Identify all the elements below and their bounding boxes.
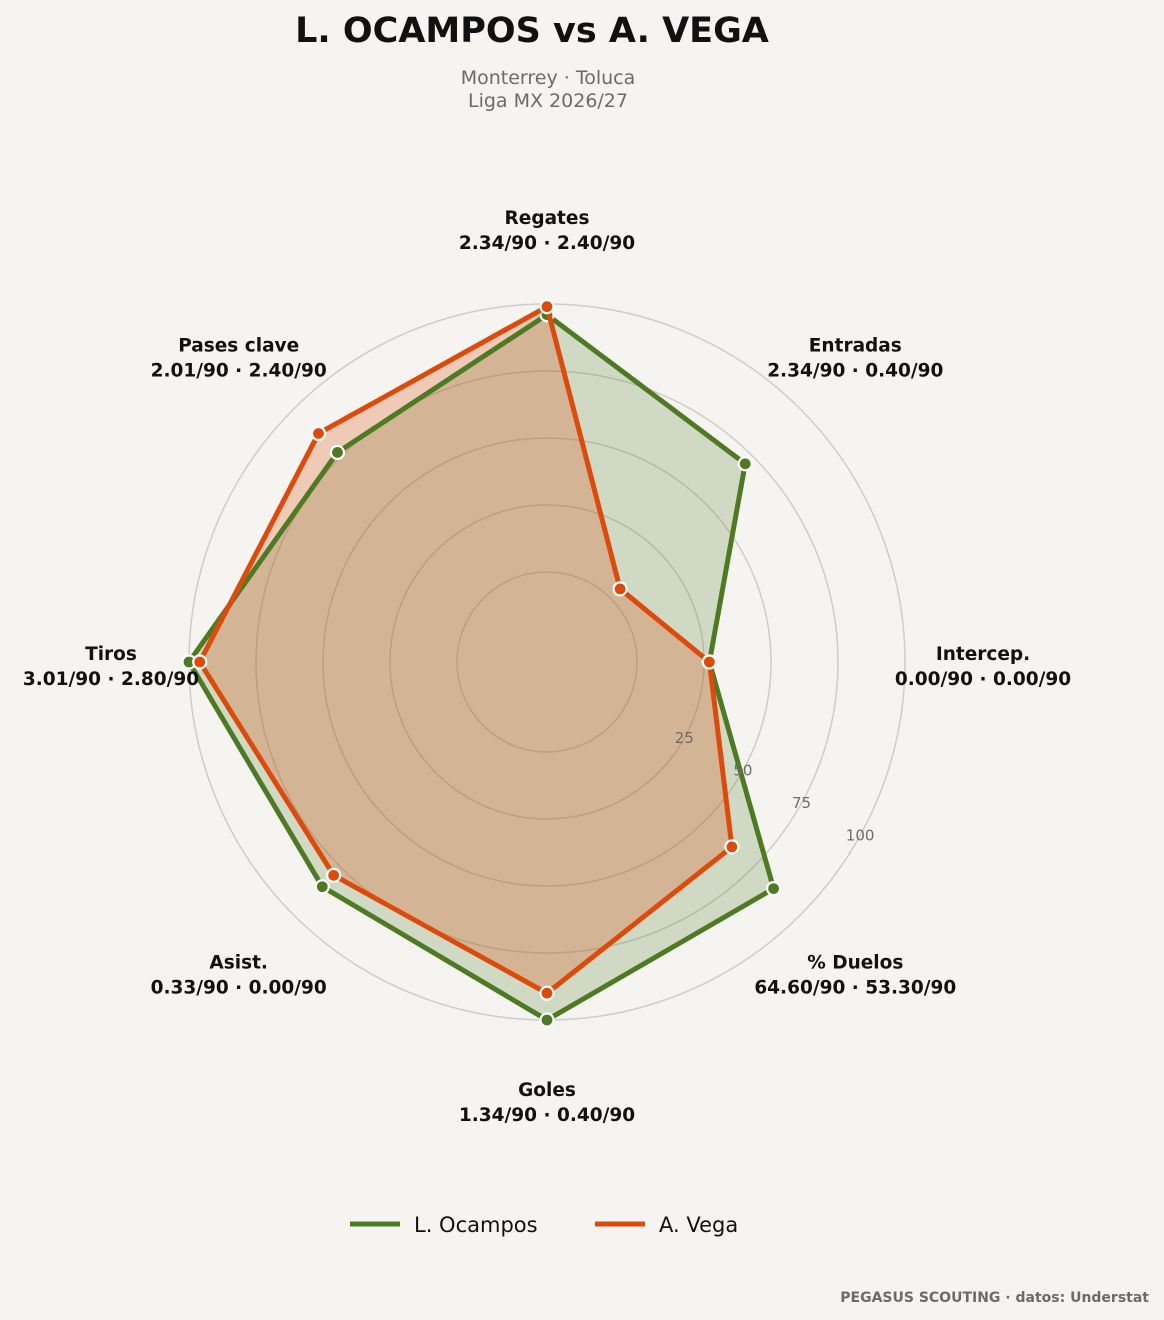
axis-labels: Regates 2.34/90 · 2.40/90 Entradas 2.34/90 … bbox=[23, 208, 1071, 1126]
axis-label-0: Regates bbox=[505, 208, 590, 229]
series-1-point-7 bbox=[310, 425, 327, 442]
legend-label-vega: A. Vega bbox=[659, 1213, 738, 1237]
legend: L. Ocampos A. Vega bbox=[350, 1213, 738, 1237]
axis-label-5: Asist. bbox=[209, 952, 268, 973]
axis-label-2: Intercep. bbox=[936, 644, 1030, 665]
axis-label-4: Goles bbox=[518, 1080, 576, 1101]
series-0-point-3 bbox=[766, 881, 782, 897]
radial-tick-50: 50 bbox=[733, 762, 752, 780]
legend-label-ocampos: L. Ocampos bbox=[414, 1213, 538, 1237]
radar-series bbox=[181, 299, 782, 1028]
axis-label-3: % Duelos bbox=[807, 952, 903, 973]
grid-ring-0 bbox=[456, 571, 638, 753]
axis-value-label-0: 2.34/90 · 2.40/90 bbox=[459, 233, 635, 254]
chart-subtitle-line1: Monterrey · Toluca bbox=[461, 67, 636, 89]
series-1-point-0 bbox=[539, 299, 555, 315]
grid-ring-3 bbox=[255, 370, 839, 954]
grid-ring-2 bbox=[322, 437, 772, 887]
axis-value-label-7: 2.01/90 · 2.40/90 bbox=[151, 361, 327, 382]
series-0-point-4 bbox=[539, 1012, 555, 1028]
radial-tick-labels: 25 50 75 100 bbox=[675, 729, 875, 844]
series-1-point-1 bbox=[612, 581, 628, 597]
series-1-point-4 bbox=[539, 985, 555, 1001]
series-1-point-3 bbox=[724, 839, 740, 855]
chart-title: L. OCAMPOS vs A. VEGA bbox=[295, 11, 769, 51]
axis-label-7: Pases clave bbox=[178, 336, 299, 357]
series-0-point-5 bbox=[314, 879, 330, 895]
chart-subtitle-line2: Liga MX 2026/27 bbox=[468, 90, 628, 112]
series-0-point-1 bbox=[737, 456, 753, 472]
series-area-1 bbox=[199, 306, 732, 994]
axis-value-label-3: 64.60/90 · 53.30/90 bbox=[754, 977, 956, 998]
axis-value-label-4: 1.34/90 · 0.40/90 bbox=[459, 1105, 635, 1126]
radial-tick-100: 100 bbox=[846, 827, 875, 845]
radial-tick-25: 25 bbox=[675, 729, 694, 747]
axis-label-1: Entradas bbox=[809, 336, 902, 357]
series-1-point-5 bbox=[326, 867, 342, 883]
series-1-point-6 bbox=[192, 654, 208, 670]
series-area-0 bbox=[189, 314, 774, 1020]
axis-value-label-2: 0.00/90 · 0.00/90 bbox=[895, 669, 1071, 690]
axis-value-label-5: 0.33/90 · 0.00/90 bbox=[151, 977, 327, 998]
axis-label-6: Tiros bbox=[85, 644, 137, 665]
axis-value-label-6: 3.01/90 · 2.80/90 bbox=[23, 669, 199, 690]
series-0-point-7 bbox=[329, 444, 346, 461]
footer-credit: PEGASUS SCOUTING · datos: Understat bbox=[840, 1290, 1149, 1306]
axis-value-label-1: 2.34/90 · 0.40/90 bbox=[767, 361, 943, 382]
radial-tick-75: 75 bbox=[792, 794, 811, 812]
series-1-point-2 bbox=[701, 654, 717, 670]
